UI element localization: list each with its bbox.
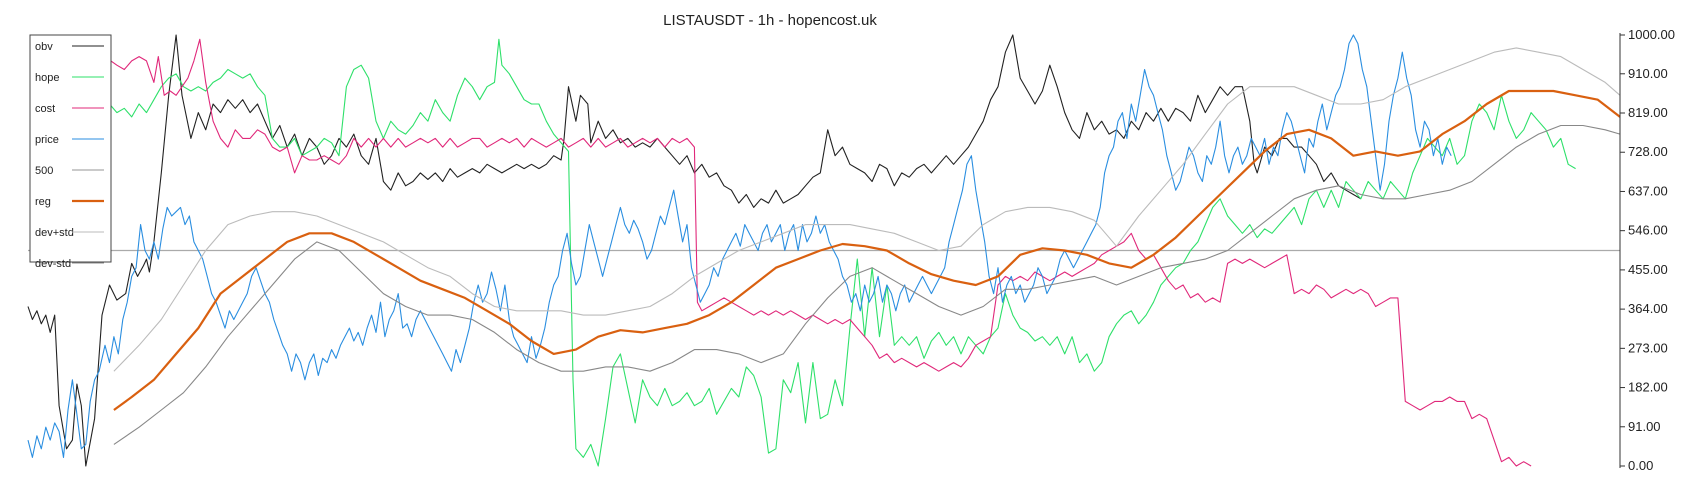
series-line-reg [113,89,1621,411]
legend-label-cost: cost [35,103,55,115]
legend-label-price: price [35,134,59,146]
legend-label-dev-std: dev+std [35,227,74,239]
y-tick-label: 91.00 [1628,419,1661,434]
legend-label-500: 500 [35,165,53,177]
legend-label-hope: hope [35,72,59,84]
series-line-obv [27,34,1362,467]
y-tick-label: 0.00 [1628,458,1653,473]
y-tick-label: 819.00 [1628,105,1668,120]
y-tick-label: 182.00 [1628,380,1668,395]
y-tick-label: 546.00 [1628,223,1668,238]
y-tick-label: 1000.00 [1628,27,1675,42]
series-line-dev-std [113,124,1621,445]
y-tick-label: 728.00 [1628,144,1668,159]
series-line-dev-std [113,47,1621,372]
y-tick-label: 364.00 [1628,301,1668,316]
legend-label-reg: reg [35,196,51,208]
series-line-price [27,34,1452,458]
legend-label-obv: obv [35,41,53,53]
legend-box [29,34,112,263]
y-tick-label: 910.00 [1628,66,1668,81]
y-axis: 0.00 91.00 182.00 273.00 364.00 455.00 546.00 6… [1619,27,1675,473]
y-tick-label: 455.00 [1628,262,1668,277]
series-line-hope [104,38,1576,467]
series-line-cost [104,38,1532,467]
chart-title: LISTAUSDT - 1h - hopencost.uk [663,12,877,29]
y-tick-label: 273.00 [1628,340,1668,355]
legend: obv hope cost price 500 reg dev+std dev-std [29,34,112,270]
legend-label-dev-std: dev-std [35,258,71,270]
y-tick-label: 637.00 [1628,183,1668,198]
series-layer [27,34,1621,467]
